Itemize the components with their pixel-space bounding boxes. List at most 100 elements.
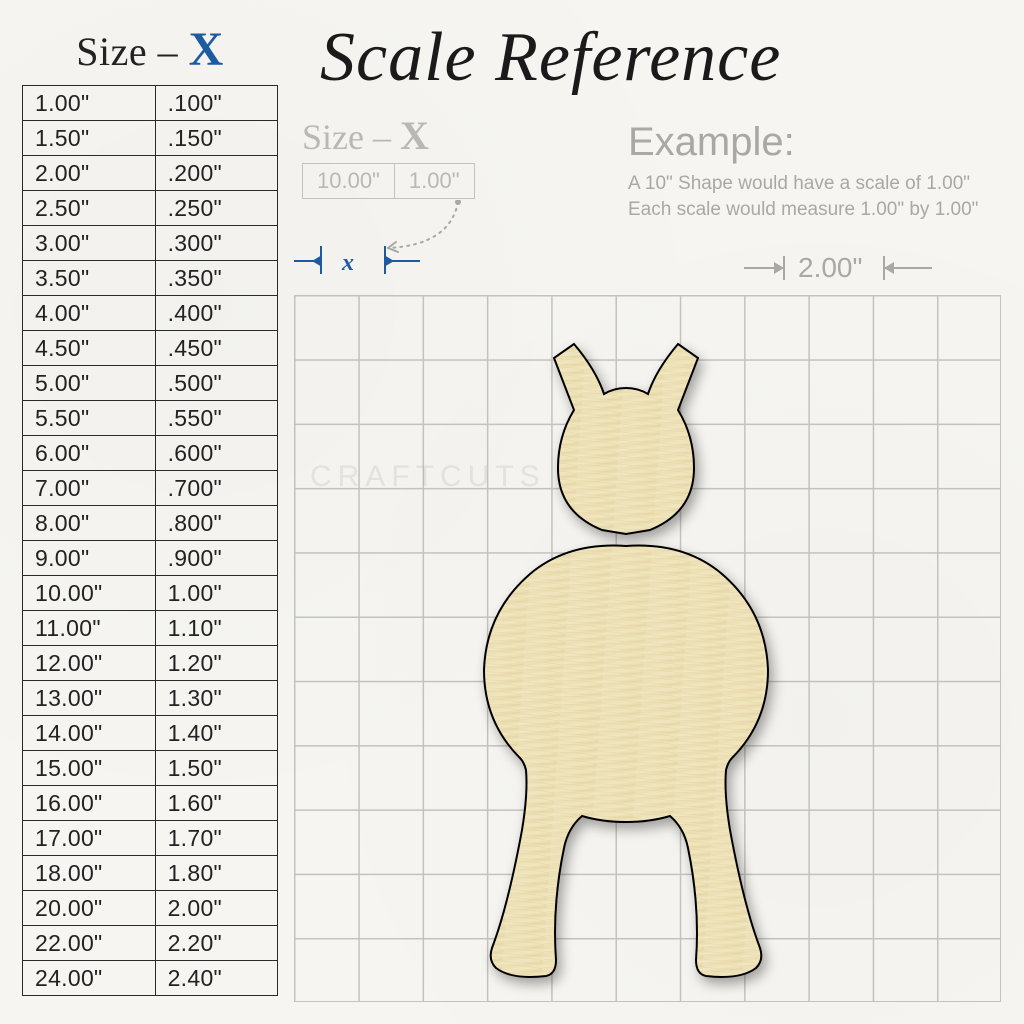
table-row: 2.50".250" xyxy=(23,191,278,226)
size-cell: 9.00" xyxy=(23,541,156,576)
width-dimension: 2.00" xyxy=(744,250,944,286)
scale-cell: .550" xyxy=(155,401,277,436)
table-row: 3.50".350" xyxy=(23,261,278,296)
scale-cell: .900" xyxy=(155,541,277,576)
scale-cell: .700" xyxy=(155,471,277,506)
size-cell: 5.50" xyxy=(23,401,156,436)
table-row: 24.00"2.40" xyxy=(23,961,278,996)
size-cell: 11.00" xyxy=(23,611,156,646)
table-row: 8.00".800" xyxy=(23,506,278,541)
scale-cell: 2.40" xyxy=(155,961,277,996)
size-cell: 17.00" xyxy=(23,821,156,856)
table-row: 5.00".500" xyxy=(23,366,278,401)
size-cell: 3.00" xyxy=(23,226,156,261)
table-row: 10.00"1.00" xyxy=(23,576,278,611)
size-table-heading: Size – X xyxy=(22,22,278,77)
size-cell: 14.00" xyxy=(23,716,156,751)
scale-cell: 1.20" xyxy=(155,646,277,681)
page-title: Scale Reference xyxy=(320,18,781,98)
scale-cell: .300" xyxy=(155,226,277,261)
table-row: 1.00".100" xyxy=(23,86,278,121)
table-row: 2.00".200" xyxy=(23,156,278,191)
scale-cell: .450" xyxy=(155,331,277,366)
mini-table: 10.00" 1.00" xyxy=(302,163,475,199)
scale-cell: 1.30" xyxy=(155,681,277,716)
table-row: 22.00"2.20" xyxy=(23,926,278,961)
size-cell: 16.00" xyxy=(23,786,156,821)
scale-cell: .400" xyxy=(155,296,277,331)
table-row: 4.00".400" xyxy=(23,296,278,331)
size-cell: 12.00" xyxy=(23,646,156,681)
scale-cell: 1.10" xyxy=(155,611,277,646)
size-table-heading-prefix: Size – xyxy=(76,29,188,74)
scale-cell: 1.60" xyxy=(155,786,277,821)
x-dimension-label: x xyxy=(342,250,354,277)
size-cell: 24.00" xyxy=(23,961,156,996)
table-row: 14.00"1.40" xyxy=(23,716,278,751)
table-row: 17.00"1.70" xyxy=(23,821,278,856)
size-cell: 6.00" xyxy=(23,436,156,471)
table-row: 3.00".300" xyxy=(23,226,278,261)
table-row: 16.00"1.60" xyxy=(23,786,278,821)
mini-example: Size – X 10.00" 1.00" xyxy=(302,112,475,199)
scale-cell: .500" xyxy=(155,366,277,401)
table-row: 4.50".450" xyxy=(23,331,278,366)
scale-cell: .350" xyxy=(155,261,277,296)
scale-cell: .200" xyxy=(155,156,277,191)
table-row: 18.00"1.80" xyxy=(23,856,278,891)
size-cell: 2.50" xyxy=(23,191,156,226)
mini-heading-x: X xyxy=(400,113,429,158)
scale-cell: 1.00" xyxy=(155,576,277,611)
size-cell: 5.00" xyxy=(23,366,156,401)
size-table-grid: 1.00".100"1.50".150"2.00".200"2.50".250"… xyxy=(22,85,278,996)
scale-cell: .600" xyxy=(155,436,277,471)
scale-cell: .250" xyxy=(155,191,277,226)
scale-cell: .100" xyxy=(155,86,277,121)
size-cell: 8.00" xyxy=(23,506,156,541)
x-dimension-indicator: x xyxy=(294,246,424,286)
size-cell: 13.00" xyxy=(23,681,156,716)
size-cell: 20.00" xyxy=(23,891,156,926)
dog-head xyxy=(554,344,698,534)
dog-body xyxy=(484,546,768,977)
size-table-heading-x: X xyxy=(189,23,224,76)
table-row: 15.00"1.50" xyxy=(23,751,278,786)
mini-heading-prefix: Size – xyxy=(302,117,400,157)
table-row: 13.00"1.30" xyxy=(23,681,278,716)
size-cell: 2.00" xyxy=(23,156,156,191)
table-row: 7.00".700" xyxy=(23,471,278,506)
table-row: 5.50".550" xyxy=(23,401,278,436)
mini-heading: Size – X xyxy=(302,112,475,159)
size-cell: 7.00" xyxy=(23,471,156,506)
mini-cell-size: 10.00" xyxy=(303,164,395,199)
example-text-block: Example: A 10" Shape would have a scale … xyxy=(628,120,978,222)
size-cell: 1.50" xyxy=(23,121,156,156)
table-row: 1.50".150" xyxy=(23,121,278,156)
size-cell: 4.50" xyxy=(23,331,156,366)
table-row: 6.00".600" xyxy=(23,436,278,471)
mini-cell-scale: 1.00" xyxy=(394,164,474,199)
scale-cell: .150" xyxy=(155,121,277,156)
wood-shape-dog xyxy=(426,340,826,990)
scale-cell: 1.80" xyxy=(155,856,277,891)
size-cell: 22.00" xyxy=(23,926,156,961)
size-cell: 10.00" xyxy=(23,576,156,611)
table-row: 9.00".900" xyxy=(23,541,278,576)
scale-cell: .800" xyxy=(155,506,277,541)
width-dimension-label: 2.00" xyxy=(798,252,862,284)
example-heading: Example: xyxy=(628,120,978,165)
scale-cell: 2.00" xyxy=(155,891,277,926)
size-table: Size – X 1.00".100"1.50".150"2.00".200"2… xyxy=(22,22,278,996)
example-line-2: Each scale would measure 1.00" by 1.00" xyxy=(628,197,978,223)
size-cell: 1.00" xyxy=(23,86,156,121)
size-cell: 18.00" xyxy=(23,856,156,891)
table-row: 12.00"1.20" xyxy=(23,646,278,681)
scale-cell: 1.40" xyxy=(155,716,277,751)
table-row: 20.00"2.00" xyxy=(23,891,278,926)
example-line-1: A 10" Shape would have a scale of 1.00" xyxy=(628,171,978,197)
scale-cell: 1.50" xyxy=(155,751,277,786)
size-cell: 15.00" xyxy=(23,751,156,786)
size-cell: 3.50" xyxy=(23,261,156,296)
table-row: 11.00"1.10" xyxy=(23,611,278,646)
scale-cell: 2.20" xyxy=(155,926,277,961)
